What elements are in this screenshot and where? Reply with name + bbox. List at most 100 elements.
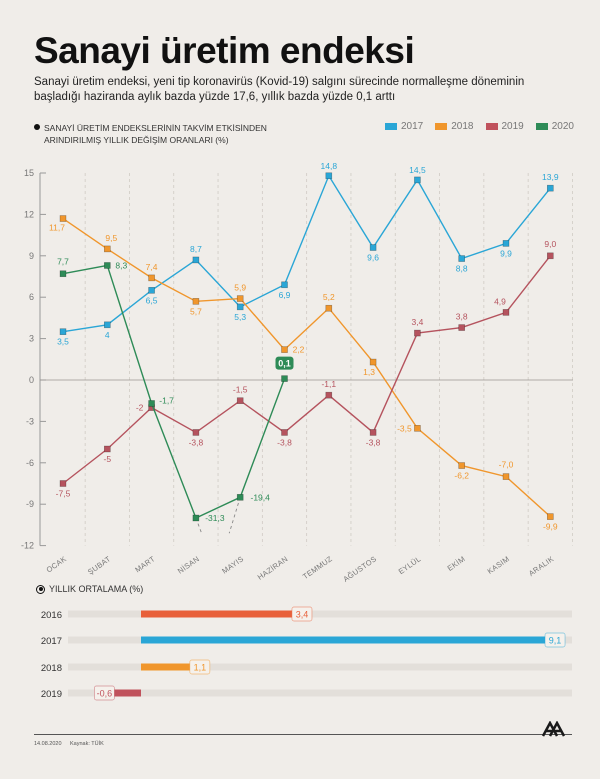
data-point — [546, 184, 554, 192]
bar-category-label: 2017 — [41, 636, 62, 647]
bar-2019 — [114, 689, 141, 697]
y-tick-label: -3 — [26, 416, 34, 426]
data-label: 3,5 — [57, 337, 69, 347]
data-point — [59, 328, 67, 336]
highlight-badge — [275, 356, 294, 370]
data-label: 9,9 — [500, 248, 512, 258]
data-point — [502, 473, 510, 480]
radio-bullet-icon — [36, 584, 45, 594]
legend-swatch — [435, 123, 448, 130]
series-line-2018 — [62, 217, 551, 518]
data-label: 5,3 — [234, 312, 246, 322]
y-tick-label: 9 — [29, 251, 34, 261]
data-label: 6,5 — [146, 295, 158, 305]
y-tick-label: 3 — [29, 334, 34, 344]
x-tick-label: MART — [133, 554, 157, 574]
data-point — [458, 324, 466, 331]
x-tick-label: MAYIS — [220, 554, 245, 575]
bar-value-box — [291, 606, 313, 622]
footer-source: Kaynak: TÜİK — [70, 741, 104, 747]
data-point — [281, 429, 288, 436]
y-tick-label: -9 — [26, 499, 34, 509]
data-label: 4 — [105, 330, 110, 340]
data-label: 7,4 — [146, 262, 158, 272]
bar-2017 — [141, 636, 546, 644]
data-point — [546, 513, 554, 520]
y-tick-label: -12 — [21, 541, 34, 551]
data-label: 7,7 — [57, 257, 69, 267]
subtitle: Sanayi üretim endeksi, yeni tip koronavi… — [34, 76, 525, 103]
legend-label: 2020 — [551, 121, 574, 132]
data-label: 0,1 — [278, 359, 291, 369]
data-label: 3,8 — [456, 312, 468, 322]
legend-item-2018: 2018 — [435, 121, 474, 132]
data-label: 6,9 — [279, 290, 291, 300]
data-label: -19,4 — [251, 492, 271, 502]
x-tick-label: TEMMUZ — [301, 554, 334, 581]
data-label: -3,8 — [277, 437, 292, 447]
bar-value-label: 1,1 — [194, 663, 207, 673]
data-label: -9,9 — [543, 522, 558, 532]
bar-track — [68, 610, 572, 618]
data-label: -1,5 — [233, 385, 248, 395]
data-point — [369, 358, 377, 366]
bar-2018 — [141, 663, 190, 671]
series-line-2019 — [62, 255, 551, 485]
y-tick-label: 15 — [24, 168, 34, 178]
bullet-icon — [34, 124, 40, 130]
data-label: -31,3 — [205, 513, 225, 523]
y-tick-label: 6 — [29, 292, 34, 302]
data-point — [104, 262, 111, 269]
data-label: -6,2 — [454, 471, 469, 481]
legend-label: 2018 — [451, 121, 474, 132]
legend-label: 2017 — [401, 121, 424, 132]
chart-title-line1: SANAYİ ÜRETİM ENDEKSLERİNİN TAKVİM ETKİS… — [44, 123, 267, 133]
chart-title-line2: ARINDIRILMIŞ YILLIK DEĞİŞİM ORANLARI (%) — [44, 135, 229, 145]
data-point — [192, 514, 200, 522]
bar-category-label: 2018 — [41, 663, 62, 674]
y-tick-label: -6 — [26, 458, 34, 468]
data-point — [148, 400, 155, 407]
bar-track — [68, 689, 572, 697]
average-title-text: YILLIK ORTALAMA (%) — [49, 584, 144, 594]
legend-item-2020: 2020 — [535, 121, 574, 132]
data-point — [325, 304, 333, 312]
data-point — [369, 244, 377, 251]
data-label: -7,0 — [499, 460, 514, 470]
data-label: 5,2 — [323, 292, 335, 302]
data-label: -3,5 — [397, 423, 412, 433]
footer-divider — [34, 734, 572, 735]
axis-break-dash — [228, 497, 241, 534]
data-point — [414, 329, 421, 337]
data-point — [502, 309, 510, 316]
data-point — [104, 245, 111, 253]
data-point — [59, 215, 67, 222]
legend-swatch — [485, 123, 498, 130]
data-label: 9,6 — [367, 253, 379, 263]
data-point — [192, 298, 200, 305]
data-point — [369, 429, 377, 436]
data-label: 11,7 — [49, 223, 65, 233]
data-label: 8,3 — [115, 260, 127, 270]
bar-value-label: -0,6 — [97, 689, 113, 699]
bar-2016 — [141, 610, 292, 618]
data-label: 14,8 — [321, 161, 338, 171]
data-point — [236, 397, 244, 405]
x-tick-label: ARALIK — [527, 554, 555, 578]
data-point — [104, 445, 111, 453]
data-label: -3,8 — [366, 437, 381, 447]
bar-track — [68, 663, 572, 671]
page-title: Sanayi üretim endeksi — [34, 30, 415, 71]
data-point — [281, 346, 288, 353]
data-point — [502, 240, 510, 247]
data-label: 14,5 — [409, 165, 426, 175]
data-label: 8,8 — [456, 264, 468, 274]
data-label: 13,9 — [542, 172, 559, 182]
data-label: -2 — [136, 403, 144, 413]
data-point — [59, 270, 67, 278]
data-point — [414, 176, 421, 184]
data-point — [458, 255, 466, 262]
data-label: 3,4 — [411, 317, 423, 327]
data-label: 9,5 — [105, 233, 117, 243]
x-tick-label: ŞUBAT — [86, 554, 113, 576]
